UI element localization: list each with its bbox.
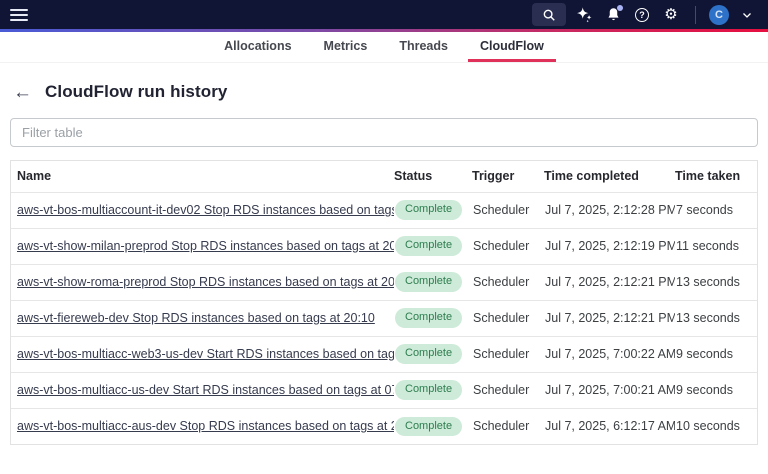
table-row: aws-vt-bos-multiacc-web3-us-dev Start RD… <box>11 335 757 372</box>
tab-allocations[interactable]: Allocations <box>224 38 292 53</box>
trigger-cell: Scheduler <box>472 407 544 444</box>
time-taken-cell: 11 seconds <box>675 227 757 264</box>
table-row: aws-vt-show-roma-preprod Stop RDS instan… <box>11 263 757 300</box>
table-row: aws-vt-bos-multiaccount-it-dev02 Stop RD… <box>11 191 757 228</box>
gear-icon[interactable]: ⚙ <box>664 6 678 23</box>
run-link[interactable]: aws-vt-show-roma-preprod Stop RDS instan… <box>17 275 394 289</box>
chevron-down-icon[interactable] <box>736 3 758 27</box>
time-taken-cell: 9 seconds <box>675 335 757 372</box>
tab-threads[interactable]: Threads <box>399 38 448 53</box>
time-completed-cell: Jul 7, 2025, 2:12:28 PM <box>544 191 675 228</box>
trigger-cell: Scheduler <box>472 299 544 336</box>
avatar[interactable]: C <box>709 4 729 25</box>
navbar-actions: ? ⚙ C <box>532 3 758 27</box>
trigger-cell: Scheduler <box>472 227 544 264</box>
search-button[interactable] <box>532 3 566 26</box>
run-link[interactable]: aws-vt-show-milan-preprod Stop RDS insta… <box>17 239 394 253</box>
run-link[interactable]: aws-vt-bos-multiacc-aus-dev Stop RDS ins… <box>17 419 394 434</box>
column-header-time-taken: Time taken <box>675 169 741 184</box>
trigger-cell: Scheduler <box>472 335 544 372</box>
column-header-status: Status <box>394 169 433 184</box>
time-completed-cell: Jul 7, 2025, 7:00:21 AM <box>544 371 675 408</box>
tab-metrics[interactable]: Metrics <box>323 38 368 53</box>
status-badge: Complete <box>395 308 463 328</box>
run-history-table: Name Status Trigger Time completed Time … <box>10 160 758 445</box>
status-badge: Complete <box>395 236 463 256</box>
help-icon[interactable]: ? <box>631 3 653 27</box>
trigger-cell: Scheduler <box>472 371 544 408</box>
run-link[interactable]: aws-vt-bos-multiaccount-it-dev02 Stop RD… <box>17 203 394 217</box>
ai-sparkle-icon[interactable] <box>573 3 595 27</box>
table-row: aws-vt-bos-multiacc-aus-dev Stop RDS ins… <box>11 407 757 444</box>
bell-icon[interactable] <box>602 3 624 27</box>
time-taken-cell: 9 seconds <box>675 371 757 408</box>
time-completed-cell: Jul 7, 2025, 2:12:19 PM <box>544 227 675 264</box>
accent-gradient-bar <box>0 29 768 32</box>
time-completed-cell: Jul 7, 2025, 7:00:22 AM <box>544 335 675 372</box>
page-title: CloudFlow run history <box>45 82 228 101</box>
column-header-name: Name <box>17 169 52 184</box>
time-completed-cell: Jul 7, 2025, 2:12:21 PM <box>544 263 675 300</box>
status-badge: Complete <box>395 272 463 292</box>
search-icon <box>542 8 556 22</box>
navbar-divider <box>695 5 696 24</box>
run-link[interactable]: aws-vt-bos-multiacc-web3-us-dev Start RD… <box>17 347 394 361</box>
time-taken-cell: 13 seconds <box>675 299 757 336</box>
run-link[interactable]: aws-vt-bos-multiacc-us-dev Start RDS ins… <box>17 383 394 397</box>
time-taken-cell: 10 seconds <box>675 407 757 444</box>
table-row: aws-vt-fiereweb-dev Stop RDS instances b… <box>11 299 757 336</box>
tab-bar: Allocations Metrics Threads CloudFlow <box>0 32 768 63</box>
column-header-trigger: Trigger <box>472 169 515 184</box>
column-header-time-completed: Time completed <box>544 169 639 184</box>
status-badge: Complete <box>395 416 463 436</box>
top-navbar: ? ⚙ C <box>0 0 768 29</box>
notification-dot <box>617 4 623 11</box>
status-badge: Complete <box>395 344 463 364</box>
filter-input[interactable] <box>10 118 758 147</box>
menu-icon[interactable] <box>10 5 28 25</box>
time-taken-cell: 13 seconds <box>675 263 757 300</box>
run-link[interactable]: aws-vt-fiereweb-dev Stop RDS instances b… <box>17 311 375 325</box>
page-header: ← CloudFlow run history <box>0 63 768 102</box>
time-completed-cell: Jul 7, 2025, 6:12:17 AM <box>544 407 675 444</box>
trigger-cell: Scheduler <box>472 263 544 300</box>
status-badge: Complete <box>395 380 463 400</box>
status-badge: Complete <box>395 200 463 220</box>
time-completed-cell: Jul 7, 2025, 2:12:21 PM <box>544 299 675 336</box>
back-arrow-icon[interactable]: ← <box>13 81 32 103</box>
time-taken-cell: 7 seconds <box>675 191 757 228</box>
table-row: aws-vt-show-milan-preprod Stop RDS insta… <box>11 227 757 264</box>
filter-container <box>0 102 768 147</box>
table-header-row: Name Status Trigger Time completed Time … <box>11 161 757 192</box>
trigger-cell: Scheduler <box>472 191 544 228</box>
tab-cloudflow[interactable]: CloudFlow <box>467 32 556 62</box>
table-row: aws-vt-bos-multiacc-us-dev Start RDS ins… <box>11 371 757 408</box>
